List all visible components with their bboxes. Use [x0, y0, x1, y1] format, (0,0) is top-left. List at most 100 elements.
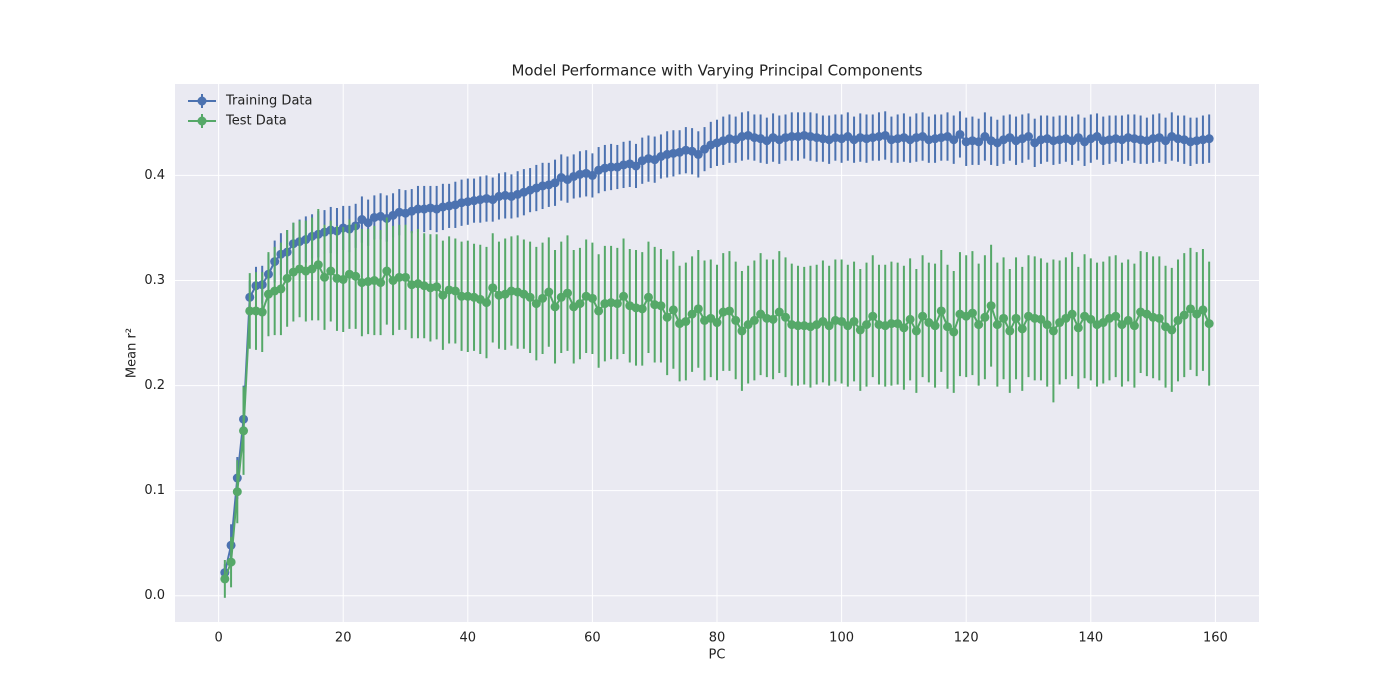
point — [257, 307, 267, 317]
point — [1067, 309, 1077, 319]
point — [1204, 134, 1214, 144]
point — [992, 320, 1002, 330]
point — [525, 292, 535, 302]
point — [394, 272, 404, 282]
point — [999, 313, 1009, 323]
x-tick-label: 40 — [460, 631, 477, 646]
point — [363, 218, 373, 228]
point — [488, 283, 498, 293]
point — [949, 327, 959, 337]
point — [787, 132, 797, 142]
point — [1173, 315, 1183, 325]
point — [382, 266, 392, 276]
x-tick-label: 160 — [1203, 631, 1228, 646]
legend-label: Training Data — [225, 94, 312, 109]
point — [793, 321, 803, 331]
point — [1073, 323, 1083, 333]
point — [930, 321, 940, 331]
point — [1011, 313, 1021, 323]
point — [980, 312, 990, 322]
point — [606, 162, 616, 172]
point — [1167, 325, 1177, 335]
point — [232, 487, 242, 497]
point — [774, 307, 784, 317]
point — [724, 306, 734, 316]
point — [974, 320, 984, 330]
point — [849, 316, 859, 326]
point — [338, 274, 348, 284]
point — [1198, 305, 1208, 315]
point — [643, 292, 653, 302]
point — [313, 260, 323, 270]
point — [587, 170, 597, 180]
y-tick-label: 0.0 — [144, 588, 165, 603]
point — [1023, 132, 1033, 142]
point — [550, 178, 560, 188]
point — [967, 308, 977, 318]
point — [737, 326, 747, 336]
point — [1123, 315, 1133, 325]
point — [220, 574, 230, 584]
point — [955, 129, 965, 139]
point — [326, 266, 336, 276]
point — [544, 287, 554, 297]
point — [594, 306, 604, 316]
point — [1005, 326, 1015, 336]
point — [656, 301, 666, 311]
point — [413, 204, 423, 214]
point — [1017, 324, 1027, 334]
point — [245, 306, 255, 316]
x-tick-label: 60 — [584, 631, 601, 646]
point — [681, 316, 691, 326]
point — [1129, 321, 1139, 331]
y-axis-label: Mean r² — [125, 328, 140, 378]
point — [226, 557, 236, 567]
point — [481, 298, 491, 308]
legend-marker — [197, 96, 207, 106]
point — [531, 299, 541, 309]
point — [862, 320, 872, 330]
point — [662, 312, 672, 322]
point — [1036, 314, 1046, 324]
point — [781, 312, 791, 322]
x-axis-label: PC — [709, 648, 726, 663]
x-tick-label: 80 — [709, 631, 726, 646]
point — [612, 299, 622, 309]
chart-title: Model Performance with Varying Principal… — [511, 62, 922, 80]
point — [432, 282, 442, 292]
point — [868, 311, 878, 321]
point — [693, 304, 703, 314]
point — [282, 273, 292, 283]
point — [562, 288, 572, 298]
point — [438, 290, 448, 300]
point — [538, 293, 548, 303]
point — [1154, 313, 1164, 323]
point — [905, 314, 915, 324]
point — [1048, 326, 1058, 336]
point — [1204, 319, 1214, 329]
point — [668, 305, 678, 315]
point — [886, 319, 896, 329]
point — [575, 299, 585, 309]
point — [911, 326, 921, 336]
legend-label: Test Data — [225, 114, 287, 129]
point — [855, 325, 865, 335]
point — [619, 291, 629, 301]
x-tick-label: 0 — [214, 631, 222, 646]
point — [712, 318, 722, 328]
point — [637, 304, 647, 314]
y-tick-label: 0.4 — [144, 168, 165, 183]
point — [768, 314, 778, 324]
point — [550, 302, 560, 312]
point — [731, 315, 741, 325]
point — [693, 149, 703, 159]
point — [1179, 310, 1189, 320]
x-tick-label: 20 — [335, 631, 352, 646]
point — [276, 284, 286, 294]
point — [824, 321, 834, 331]
point — [401, 272, 411, 282]
point — [631, 161, 641, 171]
x-tick-label: 140 — [1078, 631, 1103, 646]
point — [949, 135, 959, 145]
